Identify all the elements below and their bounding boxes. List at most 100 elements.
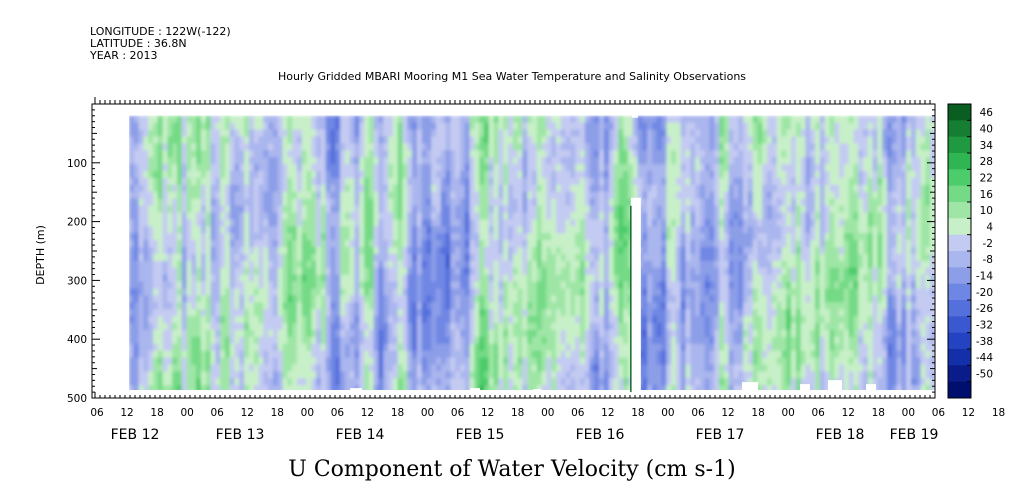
heatmap-cell (392, 267, 399, 276)
heatmap-cell (618, 267, 624, 276)
heatmap-cell (479, 274, 485, 283)
heatmap-cell (148, 233, 154, 241)
heatmap-cell (474, 260, 480, 269)
heatmap-cell (575, 205, 581, 214)
heatmap-cell (138, 253, 144, 262)
heatmap-cell (220, 136, 226, 144)
heatmap-cell (330, 302, 336, 310)
heatmap-cell (172, 253, 178, 262)
heatmap-cell (210, 205, 216, 214)
heatmap-cell (541, 253, 547, 262)
heatmap-cell (277, 288, 284, 296)
heatmap-cell (383, 226, 389, 234)
heatmap-cell (368, 288, 375, 296)
heatmap-cell (464, 240, 471, 248)
heatmap-cell (460, 267, 466, 276)
heatmap-cell (723, 171, 730, 179)
heatmap-cell (709, 385, 715, 390)
heatmap-cell (498, 177, 504, 186)
heatmap-cell (224, 336, 231, 345)
heatmap-cell (244, 329, 250, 338)
heatmap-cell (570, 274, 576, 283)
heatmap-cell (325, 129, 332, 138)
heatmap-cell (373, 143, 380, 151)
heatmap-cell (484, 274, 490, 283)
heatmap-cell (450, 336, 456, 345)
heatmap-cell (373, 129, 380, 138)
heatmap-cell (579, 364, 586, 372)
heatmap-cell (570, 212, 576, 220)
heatmap-cell (666, 247, 672, 255)
heatmap-cell (474, 205, 480, 214)
heatmap-cell (421, 198, 428, 207)
heatmap-cell (330, 198, 336, 207)
heatmap-cell (603, 274, 610, 283)
heatmap-cell (541, 122, 547, 131)
heatmap-cell (613, 343, 619, 352)
heatmap-cell (152, 171, 159, 179)
heatmap-cell (152, 260, 159, 269)
heatmap-cell (709, 122, 715, 131)
heatmap-cell (263, 212, 269, 220)
heatmap-cell (699, 157, 706, 165)
heatmap-cell (412, 177, 418, 186)
heatmap-cell (719, 336, 725, 345)
heatmap-cell (651, 115, 658, 124)
heatmap-cell (224, 385, 231, 390)
heatmap-cell (388, 150, 394, 158)
heatmap-cell (690, 267, 696, 276)
heatmap-cell (359, 136, 365, 144)
heatmap-cell (388, 198, 394, 207)
heatmap-cell (239, 267, 245, 276)
heatmap-cell (301, 260, 308, 269)
heatmap-cell (378, 226, 384, 234)
heatmap-cell (272, 281, 279, 290)
heatmap-cell (426, 129, 432, 138)
heatmap-cell (157, 233, 164, 241)
heatmap-cell (503, 302, 509, 310)
heatmap-cell (176, 329, 183, 338)
heatmap-cell (167, 323, 173, 331)
heatmap-cell (445, 260, 452, 269)
heatmap-cell (613, 233, 619, 241)
heatmap-cell (344, 260, 351, 269)
heatmap-cell (680, 357, 687, 366)
heatmap-cell (368, 329, 375, 338)
heatmap-cell (301, 136, 308, 144)
heatmap-cell (498, 219, 504, 227)
heatmap-cell (498, 350, 504, 359)
heatmap-cell (579, 129, 586, 138)
heatmap-cell (148, 143, 154, 151)
heatmap-cell (464, 329, 471, 338)
heatmap-cell (402, 364, 408, 372)
heatmap-cell (162, 385, 168, 390)
heatmap-cell (709, 136, 715, 144)
heatmap-cell (402, 171, 408, 179)
heatmap-cell (277, 323, 284, 331)
heatmap-cell (176, 143, 183, 151)
heatmap-cell (488, 191, 495, 200)
heatmap-cell (584, 364, 591, 372)
heatmap-cell (479, 309, 485, 317)
heatmap-cell (527, 136, 533, 144)
heatmap-cell (172, 336, 178, 345)
heatmap-cell (368, 226, 375, 234)
heatmap-cell (205, 240, 212, 248)
heatmap-cell (148, 184, 154, 193)
heatmap-cell (575, 184, 581, 193)
heatmap-cell (253, 177, 260, 186)
heatmap-cell (431, 357, 437, 366)
heatmap-cell (469, 364, 476, 372)
heatmap-cell (651, 171, 658, 179)
heatmap-cell (719, 247, 725, 255)
heatmap-cell (196, 184, 202, 193)
heatmap-cell (527, 198, 533, 207)
heatmap-cell (666, 288, 672, 296)
heatmap-cell (306, 364, 312, 372)
heatmap-cell (181, 281, 188, 290)
heatmap-cell (181, 226, 188, 234)
heatmap-cell (421, 350, 428, 359)
heatmap-cell (143, 350, 149, 359)
heatmap-cell (714, 309, 720, 317)
heatmap-cell (714, 247, 720, 255)
